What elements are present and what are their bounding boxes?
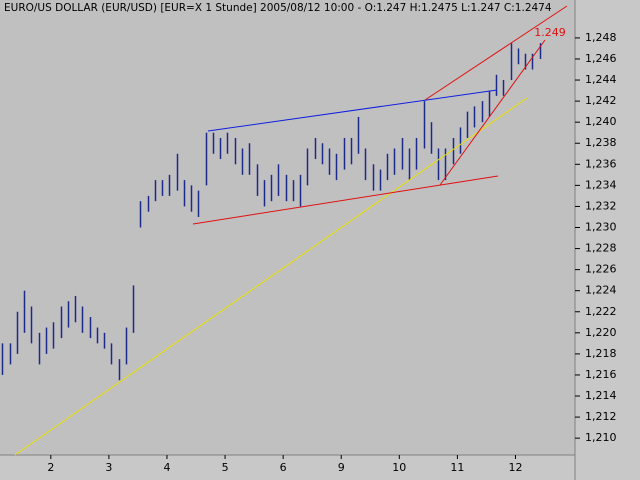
annotation: 1.249 — [534, 26, 566, 39]
bars — [1, 43, 542, 381]
x-tick-label: 9 — [338, 461, 345, 474]
y-tick-label: 1,220 — [585, 326, 617, 339]
trend-line — [14, 97, 528, 456]
x-tick-label: 11 — [450, 461, 464, 474]
x-tick-label: 4 — [163, 461, 170, 474]
x-tick-label: 3 — [105, 461, 112, 474]
y-tick-label: 1,222 — [585, 305, 617, 318]
y-tick-label: 1,218 — [585, 347, 617, 360]
y-tick-label: 1,214 — [585, 389, 617, 402]
trend-line — [192, 175, 499, 225]
y-tick-label: 1,238 — [585, 136, 617, 149]
y-tick-label: 1,216 — [585, 368, 617, 381]
y-tick-label: 1,232 — [585, 199, 617, 212]
y-axis-panel — [575, 0, 640, 480]
y-tick-label: 1,242 — [585, 94, 617, 107]
trend-line — [439, 39, 546, 186]
y-tick-label: 1,212 — [585, 410, 617, 423]
y-tick-label: 1,236 — [585, 157, 617, 170]
y-tick-label: 1,224 — [585, 284, 617, 297]
y-tick-label: 1,226 — [585, 263, 617, 276]
y-tick-label: 1,248 — [585, 31, 617, 44]
y-tick-label: 1,228 — [585, 242, 617, 255]
y-tick-label: 1,230 — [585, 221, 617, 234]
x-axis-panel — [0, 455, 575, 480]
y-tick-label: 1,210 — [585, 431, 617, 444]
x-tick-label: 10 — [392, 461, 406, 474]
y-tick-label: 1,234 — [585, 178, 617, 191]
trend-line — [207, 89, 498, 132]
y-tick-label: 1,240 — [585, 115, 617, 128]
chart-title: EURO/US DOLLAR (EUR/USD) [EUR=X 1 Stunde… — [4, 2, 552, 14]
x-tick-label: 5 — [222, 461, 229, 474]
trend-line — [424, 5, 568, 101]
x-tick-label: 2 — [47, 461, 54, 474]
x-tick-label: 6 — [280, 461, 287, 474]
plot-area — [0, 0, 575, 455]
y-tick-label: 1,246 — [585, 52, 617, 65]
y-tick-label: 1,244 — [585, 73, 617, 86]
x-tick-label: 12 — [508, 461, 522, 474]
